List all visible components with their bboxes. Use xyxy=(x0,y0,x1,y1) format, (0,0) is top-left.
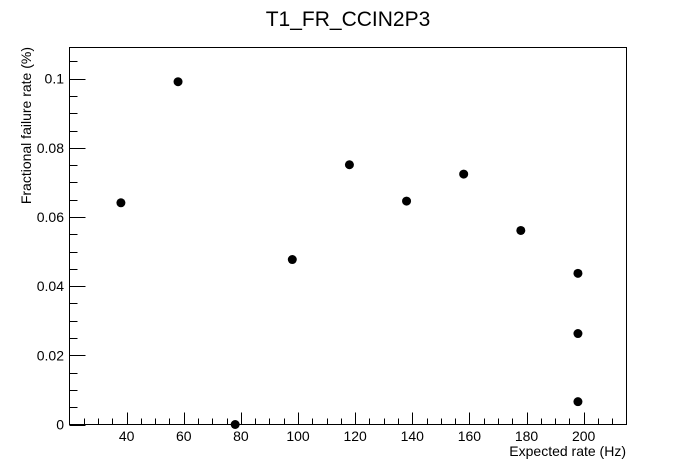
y-tick-label: 0 xyxy=(56,417,64,433)
data-point xyxy=(173,77,183,87)
plot-frame xyxy=(69,47,627,425)
data-point xyxy=(573,329,583,339)
y-axis-tick-labels: 0 0.02 0.04 0.06 0.08 0.1 xyxy=(37,71,64,433)
data-point xyxy=(287,255,297,265)
y-tick-label: 0.06 xyxy=(37,209,64,225)
x-tick-label: 140 xyxy=(401,428,425,444)
y-tick-label: 0.04 xyxy=(37,278,64,294)
data-point xyxy=(344,160,354,170)
y-tick-label: 0.1 xyxy=(45,71,65,87)
data-point xyxy=(516,225,526,235)
data-point xyxy=(573,397,583,407)
y-axis-label: Fractional failure rate (%) xyxy=(18,47,34,204)
data-point xyxy=(459,169,469,179)
x-tick-label: 180 xyxy=(515,428,539,444)
x-tick-label: 120 xyxy=(343,428,367,444)
data-point xyxy=(573,268,583,278)
data-point xyxy=(116,198,126,208)
data-point xyxy=(402,196,412,206)
chart-title: T1_FR_CCIN2P3 xyxy=(266,8,431,31)
y-tick-label: 0.08 xyxy=(37,140,64,156)
x-tick-label: 80 xyxy=(233,428,249,444)
x-axis-tick-labels: 40 60 80 100 120 140 160 180 200 xyxy=(119,428,596,444)
x-tick-label: 200 xyxy=(572,428,596,444)
x-tick-label: 160 xyxy=(458,428,482,444)
x-axis-ticks xyxy=(84,412,613,425)
x-tick-label: 100 xyxy=(286,428,310,444)
y-axis-ticks xyxy=(69,61,86,426)
x-tick-label: 40 xyxy=(119,428,135,444)
data-point xyxy=(230,420,240,429)
y-tick-label: 0.02 xyxy=(37,347,64,363)
x-tick-label: 60 xyxy=(176,428,192,444)
data-points xyxy=(116,77,583,429)
x-axis-label: Expected rate (Hz) xyxy=(509,443,626,459)
